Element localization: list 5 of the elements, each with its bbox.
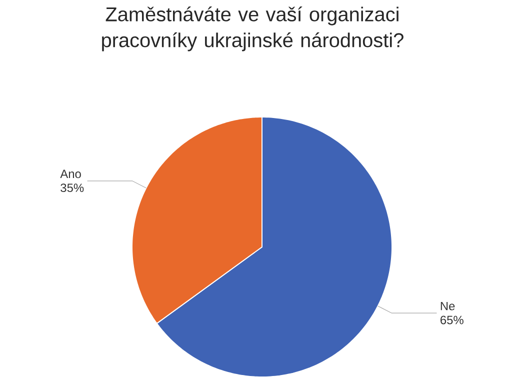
slice-label: Ano <box>60 170 81 178</box>
chart-title: Zaměstnáváte ve vaší organizaci pracovníky ukrajinské národnosti? <box>102 6 404 52</box>
data-label: 65% <box>440 316 464 324</box>
slice-label: Ne <box>440 302 455 310</box>
data-label: 35% <box>60 184 84 192</box>
